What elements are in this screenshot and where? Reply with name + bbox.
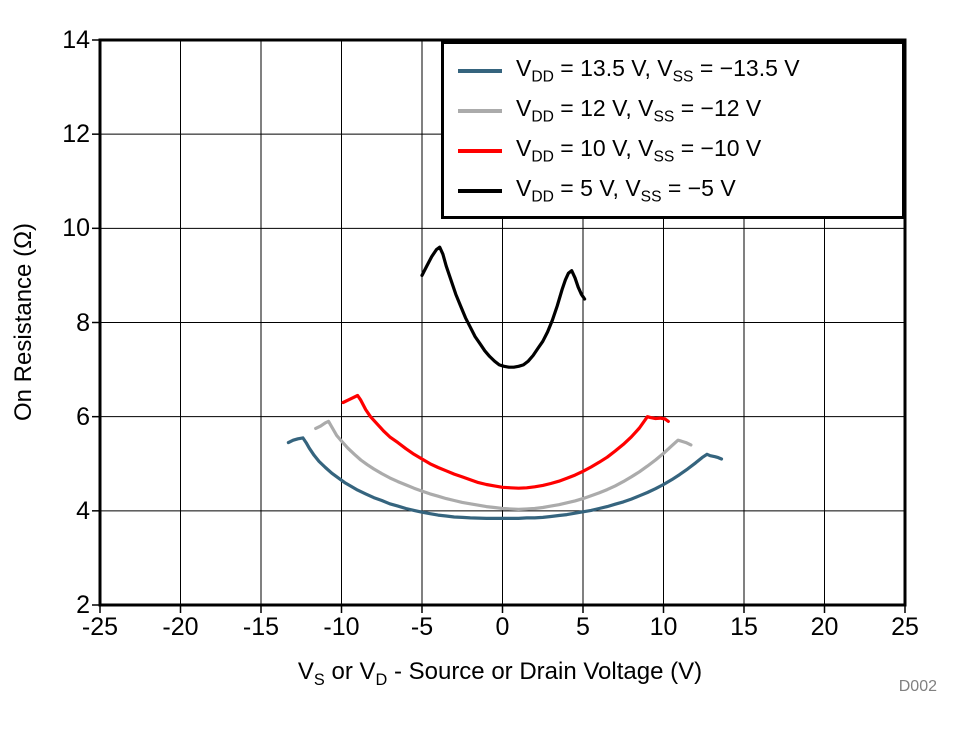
y-tick-label: 8: [76, 308, 90, 337]
x-tick-label: 25: [891, 613, 919, 641]
legend-label: VDD = 10 V, VSS = −10 V: [516, 135, 762, 166]
x-tick-label: 20: [810, 613, 839, 641]
x-axis-title: VS or VD - Source or Drain Voltage (V): [297, 658, 703, 689]
series-curve-vdd-12: [314, 419, 693, 511]
x-tick-label: -10: [323, 613, 360, 641]
legend-line-swatch: [458, 189, 502, 193]
legend-entry-vdd-10: VDD = 10 V, VSS = −10 V: [458, 131, 894, 171]
x-tick-label: 15: [730, 613, 758, 641]
x-tick-label: -5: [410, 613, 434, 641]
legend-entry-vdd-12: VDD = 12 V, VSS = −12 V: [458, 91, 894, 131]
y-tick-label: 2: [76, 591, 90, 619]
plot-border: [98, 38, 907, 607]
figure-code: D002: [898, 678, 937, 695]
series-curve-vdd-10: [341, 393, 670, 490]
legend-entry-vdd-5: VDD = 5 V, VSS = −5 V: [458, 171, 894, 211]
legend-line-swatch: [458, 109, 502, 113]
legend-label: VDD = 5 V, VSS = −5 V: [516, 175, 736, 206]
legend-label: VDD = 12 V, VSS = −12 V: [516, 95, 762, 126]
legend-line-swatch: [458, 149, 502, 153]
legend-entry-vdd-13p5: VDD = 13.5 V, VSS = −13.5 V: [458, 51, 894, 91]
x-tick-label: -25: [81, 613, 119, 641]
x-tick-label: -15: [242, 613, 280, 641]
y-tick-label: 6: [76, 402, 90, 431]
y-tick-label: 4: [76, 496, 90, 525]
legend-label: VDD = 13.5 V, VSS = −13.5 V: [516, 55, 800, 86]
legend: VDD = 13.5 V, VSS = −13.5 V VDD = 12 V, V…: [441, 41, 905, 219]
legend-line-swatch: [458, 69, 502, 73]
series-curve-vdd-13p5: [286, 436, 724, 520]
series-curve-vdd-5: [420, 245, 587, 369]
x-tick-label: 5: [576, 613, 590, 641]
y-tick-label: 14: [62, 26, 90, 54]
x-tick-label: 0: [495, 613, 510, 641]
y-tick-label: 10: [62, 214, 90, 243]
x-tick-label: 10: [649, 613, 678, 641]
x-tick-label: -20: [162, 613, 199, 641]
y-tick-label: 12: [62, 120, 90, 149]
